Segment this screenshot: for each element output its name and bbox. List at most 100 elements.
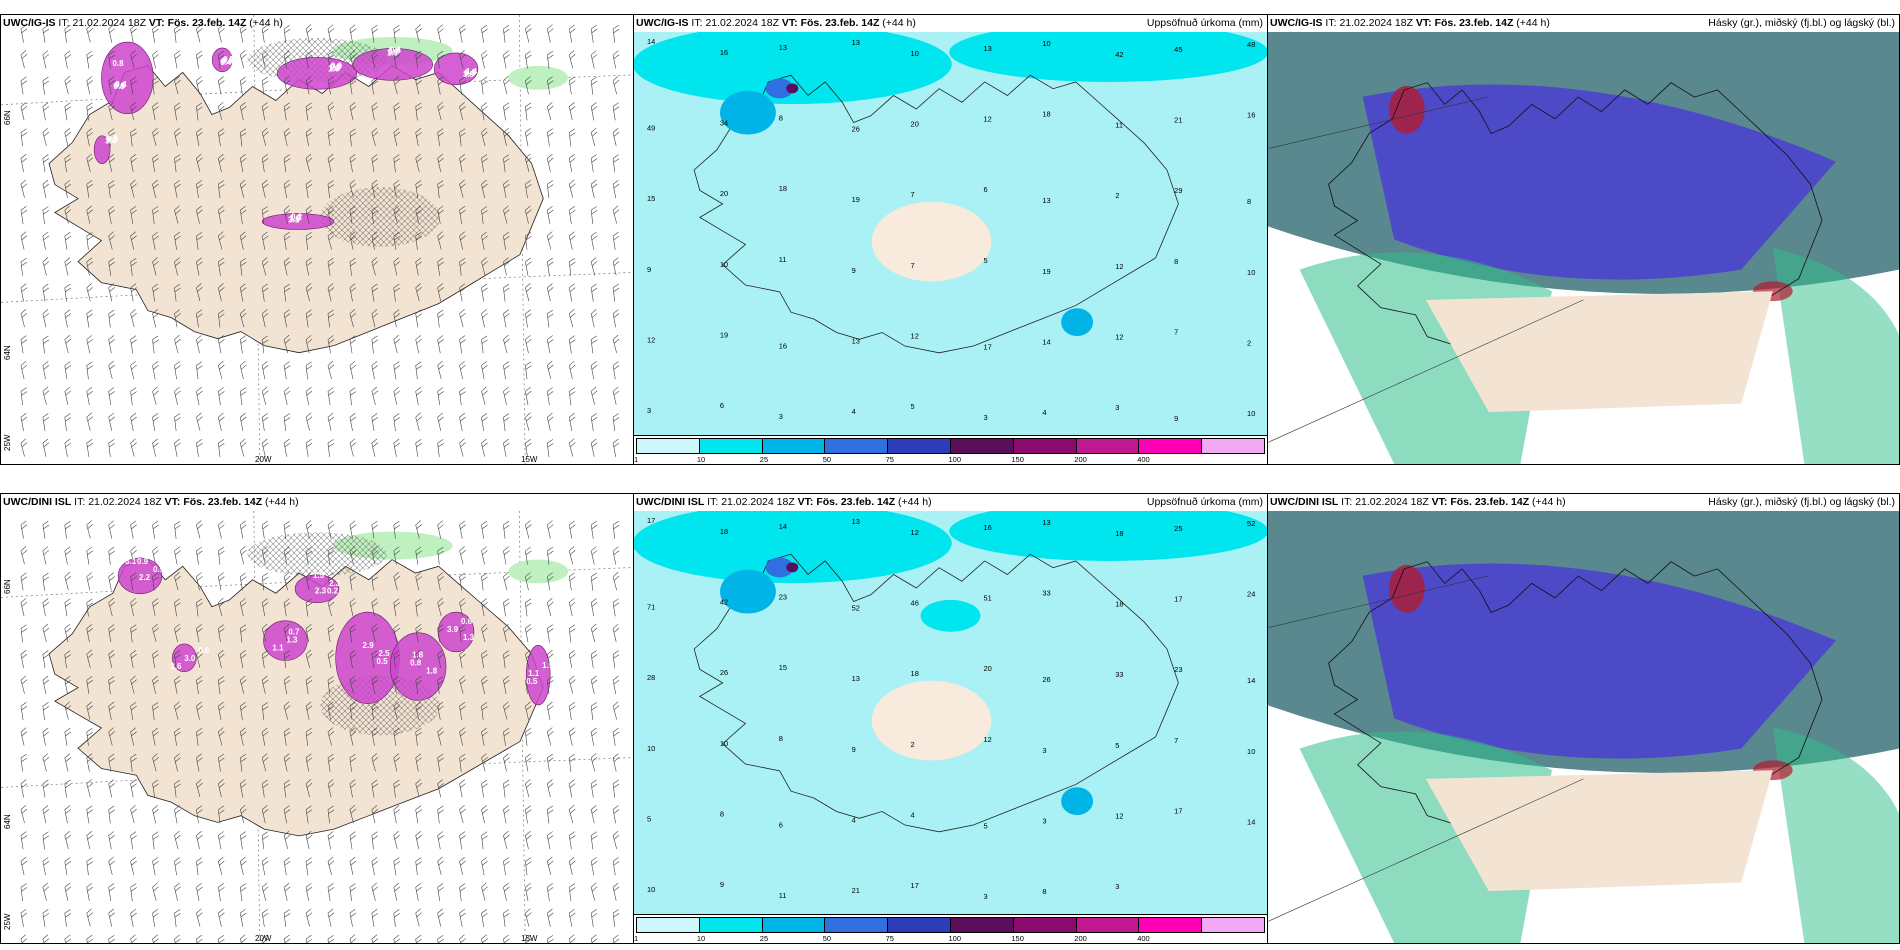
precip-value: 8 (720, 809, 724, 818)
clear-land (1425, 291, 1773, 413)
snow-value: 0.4 (220, 58, 232, 67)
wind-barb (503, 623, 510, 643)
wind-barb (86, 520, 93, 539)
wind-barb (327, 153, 335, 173)
wind-barb (503, 361, 510, 380)
wind-barb (239, 520, 247, 539)
wind-barb (152, 206, 159, 225)
wind-barb (283, 24, 291, 43)
wind-barb (239, 309, 247, 328)
wind-barb (437, 831, 444, 850)
lat-label-66: 66N (3, 579, 12, 594)
wind-barb (261, 753, 269, 772)
wind-barb (239, 624, 247, 643)
wind-barb (327, 360, 335, 379)
wind-barb (481, 413, 488, 432)
wind-barb (546, 908, 554, 927)
wind-barb (503, 701, 510, 720)
precip-value: 10 (720, 739, 728, 748)
snow-value: 1.8 (412, 651, 424, 660)
wind-barb (283, 650, 291, 669)
precip-value: 8 (779, 114, 783, 123)
wind-barb (218, 831, 225, 850)
precip-value: 15 (779, 663, 787, 672)
wind-barb (371, 361, 379, 380)
wind-barb (174, 413, 181, 432)
wind-barb (305, 257, 313, 276)
wind-barb (503, 334, 510, 354)
wind-barb (196, 908, 203, 927)
wind-barb (503, 934, 510, 943)
wind-barb (152, 413, 159, 432)
colorbar-label: 25 (759, 455, 769, 464)
precip-value: 13 (852, 674, 860, 683)
wind-barb (349, 438, 357, 457)
wind-barb (612, 753, 620, 772)
wind-barb (152, 179, 159, 198)
precip-value: 10 (647, 744, 655, 753)
snow-value: 0.8 (410, 659, 422, 668)
colorbar-label: 200 (1074, 455, 1087, 464)
wind-barb (283, 179, 291, 198)
wind-barb (612, 650, 620, 669)
wind-barb (283, 934, 291, 943)
wind-barb (612, 598, 620, 617)
wind-barb (349, 387, 357, 406)
wind-barb (305, 520, 313, 539)
wind-barb (174, 438, 181, 457)
wind-barb (568, 831, 576, 850)
wind-barb (393, 361, 400, 380)
colorbar-swatch (950, 918, 1014, 932)
wind-barb (20, 650, 28, 669)
precip-value: 17 (1174, 807, 1182, 816)
snow-area (294, 574, 340, 603)
wind-barb (437, 24, 444, 43)
wind-barb (130, 883, 137, 902)
wind-barb (525, 779, 532, 798)
dry-area (871, 201, 992, 282)
wind-barb (20, 309, 28, 328)
wind-barb (261, 127, 269, 147)
wind-barb (108, 101, 115, 121)
wind-barb (393, 309, 401, 328)
wind-barb (503, 830, 510, 850)
wind-barb (283, 438, 291, 457)
snow-value: 2.5 (379, 649, 391, 658)
wind-barb (130, 76, 137, 95)
wind-barb (152, 283, 159, 302)
wind-barb (459, 831, 466, 850)
wind-barb (590, 413, 598, 432)
precip-value: 9 (647, 265, 651, 274)
wind-barb (174, 127, 181, 147)
wind-barb (415, 128, 422, 147)
precip-value: 8 (779, 734, 783, 743)
wind-barb (459, 50, 466, 69)
colorbar-label: 200 (1074, 934, 1087, 943)
wind-barb (349, 335, 357, 354)
precip-value: 12 (1115, 811, 1123, 820)
wind-barb (590, 438, 598, 457)
lon-label-20: 20W (255, 455, 272, 464)
wind-barb (261, 779, 269, 798)
low-cloud (1362, 84, 1836, 280)
wind-barb (305, 882, 313, 901)
wind-barb (612, 830, 620, 850)
wind-barb (612, 179, 620, 198)
wind-barb (42, 623, 50, 642)
wind-barb (283, 779, 291, 798)
precip-panel-top: UWC/IG-IS IT: 21.02.2024 18Z VT: Fös. 23… (633, 14, 1268, 465)
wind-barb (218, 520, 225, 539)
wind-barb (459, 257, 466, 276)
wind-barb (174, 934, 181, 943)
wind-barb (86, 753, 93, 772)
precip-value: 9 (852, 266, 856, 275)
wind-barb (64, 154, 72, 173)
wind-barb (239, 257, 247, 276)
wind-barb (327, 412, 335, 431)
lon-label-20: 20W (255, 934, 272, 943)
wind-barb (503, 413, 510, 432)
wind-barb (481, 127, 488, 147)
wind-barb (459, 309, 466, 328)
wind-barb (20, 856, 28, 876)
wind-barb (349, 231, 357, 250)
